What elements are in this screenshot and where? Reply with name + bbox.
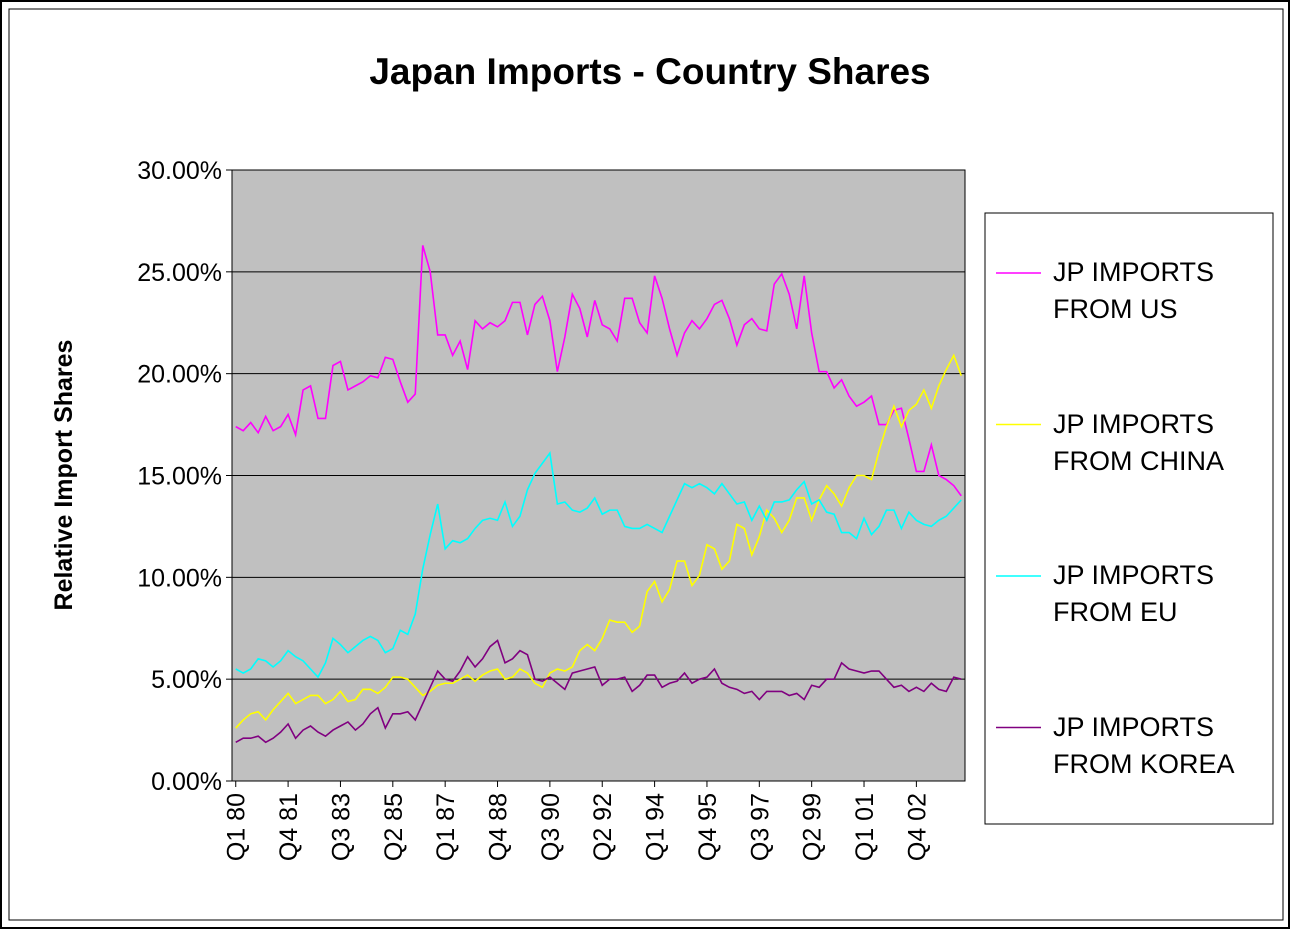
series-line	[235, 451, 962, 679]
x-tick-label: Q4 95	[694, 793, 722, 861]
series-line	[235, 639, 962, 744]
y-tick-label: 30.00%	[137, 157, 222, 185]
x-tick-label: Q4 02	[903, 793, 931, 861]
x-tick-label: Q2 99	[799, 793, 827, 861]
legend-label: JP IMPORTS FROM CHINA	[1053, 408, 1224, 476]
series-line	[235, 353, 963, 729]
series-line	[235, 245, 962, 497]
plot-border	[231, 169, 966, 782]
y-axis-title: Relative Import Shares	[50, 340, 78, 611]
legend-label: JP IMPORTS FROM EU	[1053, 560, 1215, 627]
legend-label: JP IMPORTS FROM US	[1053, 257, 1215, 324]
y-tick-label: 10.00%	[137, 564, 222, 592]
x-tick-label: Q1 87	[432, 793, 460, 861]
x-tick-label: Q3 83	[327, 793, 355, 861]
y-tick-label: 25.00%	[137, 259, 222, 287]
chart-title: Japan Imports - Country Shares	[369, 51, 930, 92]
y-tick-label: 20.00%	[137, 361, 222, 389]
y-tick-label: 5.00%	[151, 666, 222, 694]
x-tick-label: Q1 94	[642, 793, 670, 861]
x-tick-label: Q4 81	[275, 793, 303, 861]
x-tick-label: Q3 90	[537, 793, 565, 861]
y-tick-label: 0.00%	[151, 768, 222, 796]
x-tick-label: Q2 85	[380, 793, 408, 861]
x-tick-label: Q4 88	[485, 793, 513, 861]
x-tick-label: Q1 01	[851, 793, 879, 861]
x-tick-label: Q1 80	[223, 793, 251, 861]
y-tick-label: 15.00%	[137, 463, 222, 491]
x-tick-label: Q2 92	[589, 793, 617, 861]
legend-label: JP IMPORTS FROM KOREA	[1053, 711, 1235, 779]
legend-box	[984, 212, 1274, 825]
x-tick-label: Q3 97	[746, 793, 774, 861]
